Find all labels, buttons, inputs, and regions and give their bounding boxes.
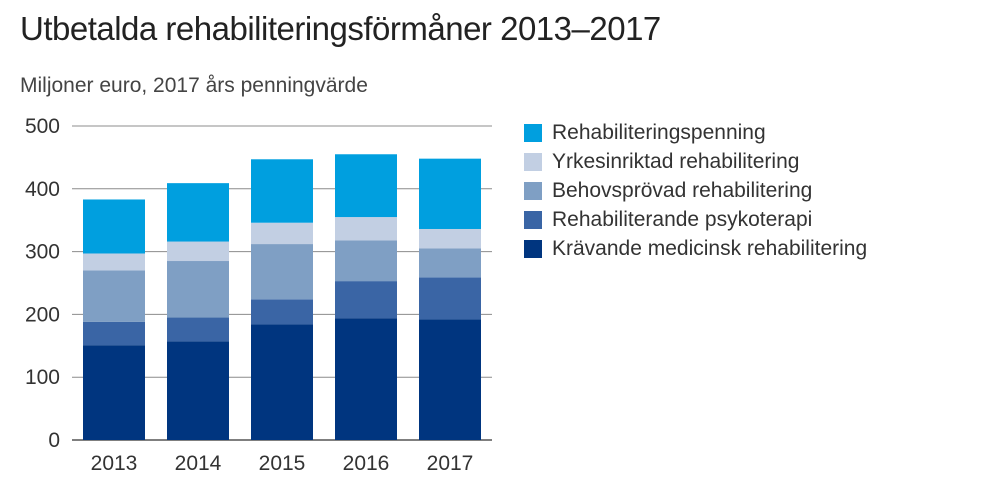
bar-segment xyxy=(251,324,313,440)
bar-segment xyxy=(419,228,481,249)
bar-segment xyxy=(419,319,481,440)
bar-segment xyxy=(335,318,397,440)
bar-segment xyxy=(83,345,145,440)
bar-segment xyxy=(419,158,481,229)
bar-segment xyxy=(83,199,145,254)
legend-label: Behovsprövad rehabilitering xyxy=(552,178,813,202)
bar-segment xyxy=(83,321,145,346)
x-tick-label: 2016 xyxy=(343,452,390,475)
bar-segment xyxy=(251,244,313,300)
y-tick-label: 300 xyxy=(25,241,60,264)
bar-segment xyxy=(335,281,397,319)
y-tick-label: 500 xyxy=(25,115,60,138)
legend-item: Rehabiliteringspenning xyxy=(524,118,867,147)
bar-segment xyxy=(167,261,229,318)
y-tick-label: 0 xyxy=(48,429,60,452)
y-tick-label: 400 xyxy=(25,178,60,201)
bar-segment xyxy=(167,183,229,242)
bar-segment xyxy=(251,222,313,245)
bar-segment xyxy=(335,217,397,241)
legend-label: Yrkesinriktad rehabilitering xyxy=(552,149,800,173)
legend-swatch xyxy=(524,152,542,171)
legend-label: Krävande medicinsk rehabilitering xyxy=(552,236,868,260)
x-tick-label: 2015 xyxy=(259,452,306,475)
bar-segment xyxy=(335,154,397,218)
x-tick-label: 2017 xyxy=(427,452,474,475)
bar-segment xyxy=(419,248,481,278)
legend-item: Yrkesinriktad rehabilitering xyxy=(524,147,867,176)
x-tick-label: 2014 xyxy=(175,452,222,475)
bar-segment xyxy=(335,240,397,282)
legend-item: Krävande medicinsk rehabilitering xyxy=(524,234,867,263)
bar-segment xyxy=(251,159,313,223)
bar-segment xyxy=(83,253,145,271)
bar-segment xyxy=(167,341,229,440)
bar-segment xyxy=(167,241,229,262)
legend-label: Rehabiliterande psykoterapi xyxy=(552,207,813,231)
bar-segment xyxy=(167,317,229,342)
chart-title: Utbetalda rehabiliteringsförmåner 2013–2… xyxy=(20,10,661,47)
legend-item: Rehabiliterande psykoterapi xyxy=(524,205,867,234)
chart-subtitle: Miljoner euro, 2017 års penningvärde xyxy=(20,74,368,97)
bar-segment xyxy=(419,277,481,320)
legend-swatch xyxy=(524,123,542,142)
chart-legend: Rehabiliteringspenning Yrkesinriktad reha… xyxy=(524,118,867,263)
y-tick-label: 200 xyxy=(25,303,60,326)
legend-swatch xyxy=(524,181,542,200)
bar-segment xyxy=(251,299,313,325)
x-tick-label: 2013 xyxy=(91,452,138,475)
legend-item: Behovsprövad rehabilitering xyxy=(524,176,867,205)
legend-label: Rehabiliteringspenning xyxy=(552,120,766,144)
legend-swatch xyxy=(524,210,542,229)
legend-swatch xyxy=(524,239,542,258)
y-tick-label: 100 xyxy=(25,366,60,389)
bar-segment xyxy=(83,270,145,322)
